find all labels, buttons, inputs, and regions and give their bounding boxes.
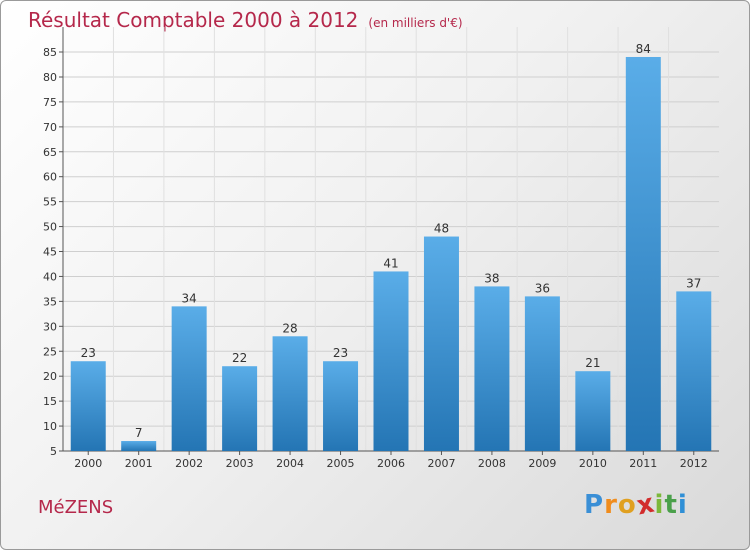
x-tick-label: 2008 (478, 457, 506, 470)
x-tick-label: 2012 (680, 457, 708, 470)
x-tick-label: 2000 (74, 457, 102, 470)
bar-2007 (423, 236, 459, 451)
bar-value-label: 37 (686, 276, 701, 290)
y-tick-label: 80 (43, 71, 57, 84)
bar-value-label: 41 (383, 256, 398, 270)
x-tick-label: 2001 (125, 457, 153, 470)
commune-name: MéZENS (38, 497, 114, 518)
bar-2008 (474, 286, 510, 451)
chart-subtitle: (en milliers d'€) (368, 16, 463, 30)
x-tick-label: 2007 (427, 457, 455, 470)
y-tick-label: 35 (43, 295, 57, 308)
chart-title: Résultat Comptable 2000 à 2012 (en millie… (28, 8, 463, 32)
y-tick-label: 30 (43, 320, 57, 333)
bars: 23 7 34 22 28 23 41 48 38 36 21 84 37 (70, 42, 712, 452)
logo-letter: i (677, 490, 688, 520)
y-tick-label: 65 (43, 146, 57, 159)
bar-value-label: 48 (434, 222, 449, 236)
x-tick-label: 2003 (226, 457, 254, 470)
bar-2010 (575, 371, 611, 451)
bar-2012 (676, 291, 712, 451)
x-tick-label: 2010 (579, 457, 607, 470)
y-tick-label: 10 (43, 420, 57, 433)
logo-letter: i (654, 490, 665, 520)
x-tick-label: 2005 (327, 457, 355, 470)
y-tick-label: 5 (50, 445, 57, 458)
bar-value-label: 21 (585, 356, 600, 370)
bar-2003 (222, 366, 258, 451)
logo-letter: t (664, 490, 678, 520)
y-tick-label: 50 (43, 221, 57, 234)
x-tick-label: 2009 (528, 457, 556, 470)
x-tick-label: 2011 (629, 457, 657, 470)
bar-2002 (171, 306, 207, 451)
bar-2000 (70, 361, 106, 451)
y-tick-label: 70 (43, 121, 57, 134)
bar-value-label: 22 (232, 351, 247, 365)
bar-value-label: 23 (81, 346, 96, 360)
x-tick-label: 2002 (175, 457, 203, 470)
y-tick-label: 45 (43, 246, 57, 259)
bar-2009 (524, 296, 560, 451)
y-tick-label: 55 (43, 196, 57, 209)
y-tick-label: 75 (43, 96, 57, 109)
bar-value-label: 84 (636, 42, 651, 56)
logo-letter: P (584, 490, 605, 520)
bar-value-label: 28 (282, 321, 297, 335)
y-tick-label: 60 (43, 171, 57, 184)
x-tick-label: 2006 (377, 457, 405, 470)
bar-2001 (121, 441, 157, 451)
logo-letter: r (604, 490, 618, 520)
y-tick-label: 25 (43, 345, 57, 358)
y-tick-label: 20 (43, 370, 57, 383)
y-axis-ticks: 5 10 15 20 25 30 35 40 45 50 55 60 65 70 75 80 85 (43, 46, 63, 458)
bar-2011 (625, 56, 661, 452)
logo-letter: o (617, 490, 637, 520)
bar-2005 (323, 361, 359, 451)
bar-value-label: 36 (535, 281, 550, 295)
bar-2006 (373, 271, 409, 451)
proxiti-logo: Proxiti (584, 488, 688, 521)
y-tick-label: 85 (43, 46, 57, 59)
bar-value-label: 34 (182, 291, 197, 305)
y-tick-label: 15 (43, 395, 57, 408)
bar-2004 (272, 336, 308, 451)
bar-value-label: 7 (135, 426, 143, 440)
x-tick-label: 2004 (276, 457, 304, 470)
bar-value-label: 38 (484, 271, 499, 285)
chart-title-text: Résultat Comptable 2000 à 2012 (28, 8, 359, 32)
x-axis-ticks: 2000 2001 2002 2003 2004 2005 2006 2007 2008 2009… (74, 451, 708, 470)
y-tick-label: 40 (43, 270, 57, 283)
bar-value-label: 23 (333, 346, 348, 360)
